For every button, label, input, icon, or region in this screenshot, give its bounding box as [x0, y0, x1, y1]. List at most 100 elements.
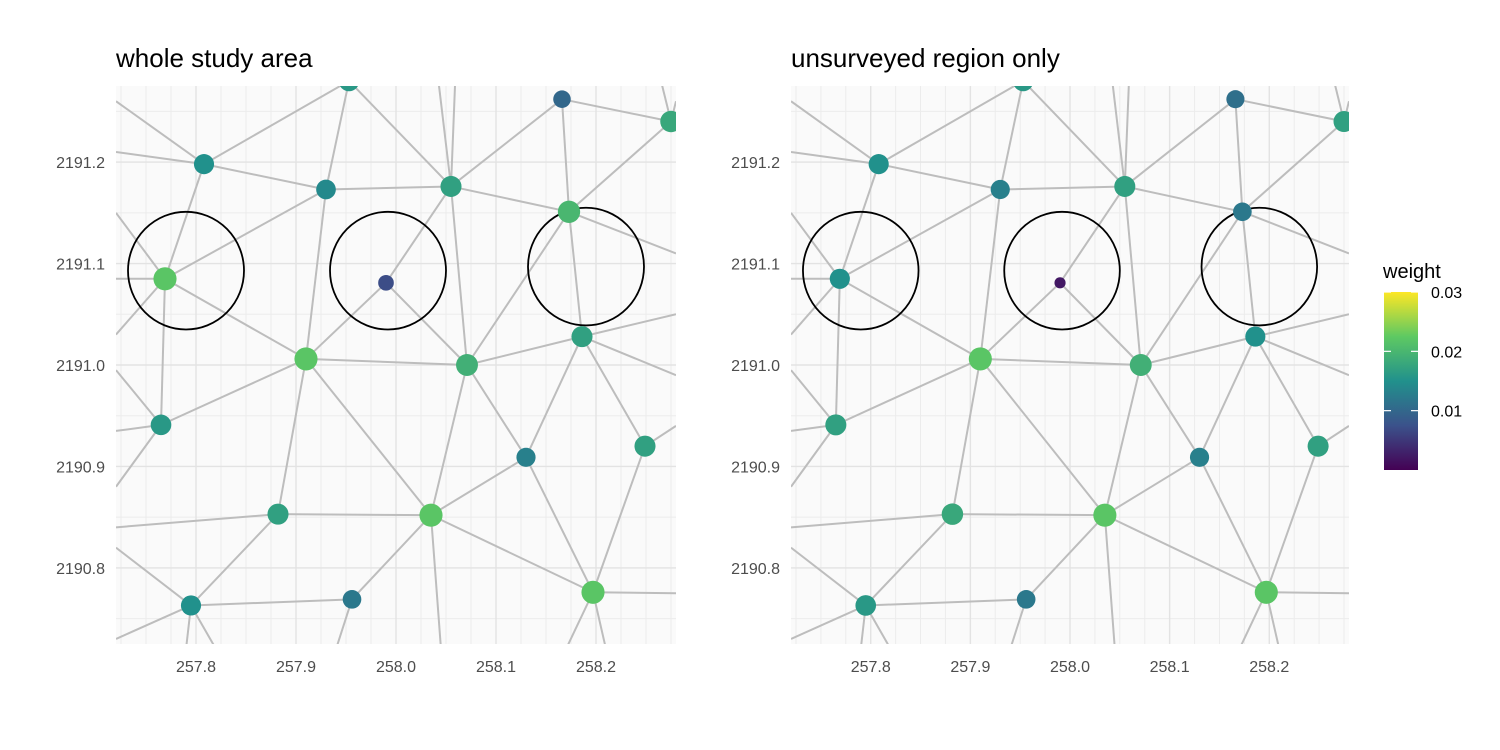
network-edge [979, 189, 1002, 360]
network-edge [1103, 364, 1142, 516]
network-edge [325, 185, 452, 191]
data-point [150, 414, 172, 436]
data-point [1245, 326, 1266, 347]
data-point [180, 595, 202, 616]
network-edge [116, 604, 192, 640]
y-tick-label: 2190.9 [731, 459, 780, 476]
legend-tick-label: 0.02 [1431, 344, 1462, 361]
data-point [1054, 277, 1066, 289]
network-edge [346, 61, 349, 81]
panel-title: unsurveyed region only [791, 43, 1060, 73]
legend-tick-label: 0.03 [1431, 285, 1462, 302]
y-tick-label: 2190.8 [56, 561, 105, 578]
region-circle [329, 210, 447, 331]
network-edge [834, 278, 841, 425]
region-circle [1200, 206, 1319, 327]
data-point [1333, 110, 1349, 133]
data-point [294, 347, 318, 371]
data-point [516, 447, 536, 467]
data-point [456, 354, 478, 376]
y-tick-label: 2191.0 [731, 358, 780, 375]
data-point [1114, 175, 1136, 197]
network-edge [116, 369, 162, 426]
network-edge [1000, 185, 1125, 191]
network-edge [160, 278, 166, 425]
x-tick-label: 258.0 [376, 659, 416, 676]
network-edge [581, 313, 676, 338]
network-edge [791, 513, 953, 529]
network-edge [1241, 120, 1345, 213]
y-tick-label: 2190.9 [56, 459, 105, 476]
network-edge [1241, 211, 1257, 337]
data-point [571, 326, 593, 348]
network-edge [450, 98, 563, 188]
data-point [1307, 435, 1329, 457]
y-tick-label: 2191.1 [731, 257, 780, 274]
data-point [1189, 447, 1210, 467]
network-edge [1123, 186, 1142, 366]
data-point [990, 179, 1010, 200]
network-edge [581, 336, 646, 447]
network-edge [116, 212, 166, 280]
network-edge [116, 100, 205, 165]
y-tick-label: 2191.1 [56, 257, 105, 274]
points [150, 86, 676, 616]
network-edge [430, 364, 468, 516]
data-point [342, 590, 362, 609]
region-circle [527, 206, 645, 327]
x-tick-label: 257.8 [176, 659, 216, 676]
network-edge [791, 100, 880, 165]
data-point [829, 268, 850, 289]
network-edge [1198, 336, 1257, 458]
network-edge [430, 456, 527, 517]
panel-whole-study-area: 257.8 257.9 258.0 258.1 258.2 2190.8 2190.9 219… [56, 43, 676, 676]
points [825, 86, 1349, 616]
panel-title: whole study area [115, 43, 313, 73]
plot-area [791, 86, 1349, 644]
network-edge [865, 598, 1027, 607]
data-point [855, 595, 877, 616]
network-edge [979, 282, 1061, 360]
network-edge [277, 358, 307, 515]
network-edge [160, 358, 307, 426]
x-tick-label: 258.0 [1050, 659, 1090, 676]
network-edge [466, 364, 527, 458]
network-edge [438, 86, 452, 187]
network-edge [581, 335, 676, 377]
data-point [634, 435, 656, 457]
network-edge [791, 424, 837, 488]
network-edge [190, 598, 353, 607]
legend-title: weight [1382, 261, 1441, 283]
data-point [1093, 503, 1117, 527]
network-edge [450, 186, 468, 366]
network-edge [450, 185, 570, 213]
network-edge [592, 591, 676, 595]
network-edge [568, 210, 676, 255]
network-edge [561, 99, 570, 212]
network-edge [1124, 98, 1237, 188]
network-edge [1139, 364, 1201, 458]
network-edges [791, 86, 1349, 644]
data-point [340, 86, 358, 92]
network-edge [430, 514, 594, 594]
network-edge [865, 513, 954, 607]
network-edge [1059, 185, 1126, 284]
network-edge [352, 86, 452, 188]
y-tick-label: 2190.8 [731, 561, 780, 578]
y-tick-label: 2191.2 [731, 155, 780, 172]
data-point [1014, 86, 1033, 92]
data-point [378, 274, 394, 291]
network-edge [952, 513, 1105, 517]
grid [791, 86, 1349, 644]
network-edge [277, 513, 432, 517]
network-edge [980, 357, 1141, 366]
data-point [557, 200, 581, 223]
region-circles [127, 206, 645, 331]
legend-tick-label: 0.01 [1431, 404, 1462, 421]
data-point [968, 347, 992, 371]
network-edge [1255, 313, 1349, 338]
network-edge [1234, 99, 1244, 212]
network-edge [1103, 515, 1116, 644]
network-edge [1123, 86, 1130, 187]
network-edge [835, 358, 981, 426]
